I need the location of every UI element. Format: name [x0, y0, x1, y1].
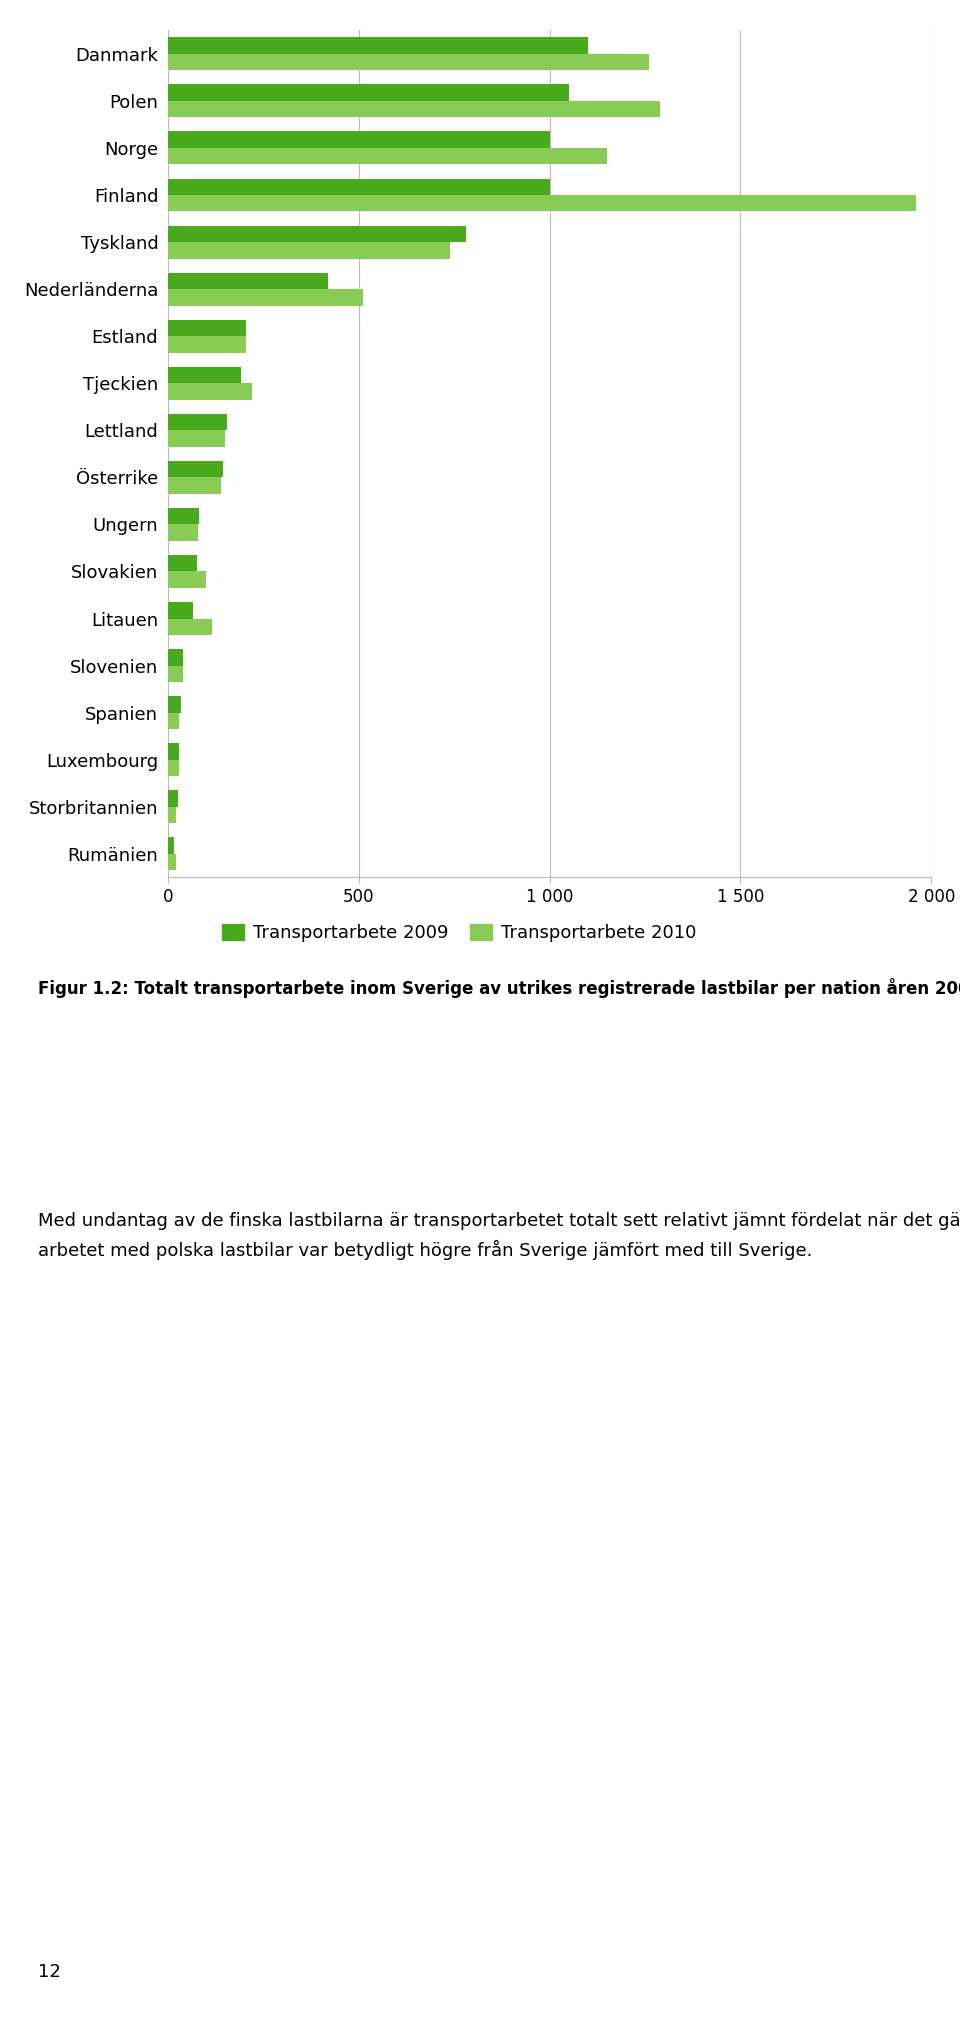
Bar	[168, 131, 549, 147]
Bar	[168, 508, 199, 524]
Bar	[168, 807, 177, 823]
Bar	[168, 666, 182, 682]
Bar	[168, 147, 607, 163]
Bar	[168, 430, 226, 446]
Bar	[168, 601, 193, 619]
Bar	[168, 619, 212, 635]
Bar	[168, 649, 183, 666]
Bar	[168, 226, 466, 242]
Bar	[168, 853, 176, 871]
Bar	[168, 288, 363, 305]
Bar	[168, 460, 224, 478]
Bar	[168, 555, 197, 571]
Bar	[168, 837, 174, 853]
Bar	[168, 177, 549, 196]
Text: Figur 1.2: Totalt transportarbete inom Sverige av utrikes registrerade lastbilar: Figur 1.2: Totalt transportarbete inom S…	[38, 978, 960, 998]
Bar	[168, 272, 328, 288]
Text: 12: 12	[38, 1963, 61, 1981]
Bar	[168, 571, 206, 589]
Bar	[168, 367, 241, 383]
Bar	[168, 196, 916, 212]
Text: Med undantag av de finska lastbilarna är transportarbetet totalt sett relativt j: Med undantag av de finska lastbilarna är…	[38, 1210, 960, 1261]
Bar	[168, 242, 450, 258]
Bar	[168, 383, 252, 399]
Bar	[168, 36, 588, 54]
Bar	[168, 319, 246, 337]
Bar	[168, 742, 179, 760]
Bar	[168, 478, 222, 494]
Bar	[168, 85, 568, 101]
Legend: Transportarbete 2009, Transportarbete 2010: Transportarbete 2009, Transportarbete 20…	[215, 916, 704, 950]
Bar	[168, 696, 181, 712]
Bar	[168, 101, 660, 117]
Bar	[168, 413, 228, 430]
Bar	[168, 712, 180, 728]
Bar	[168, 54, 649, 71]
Bar	[168, 760, 179, 777]
Bar	[168, 337, 246, 353]
Bar	[168, 791, 178, 807]
Bar	[168, 524, 198, 541]
